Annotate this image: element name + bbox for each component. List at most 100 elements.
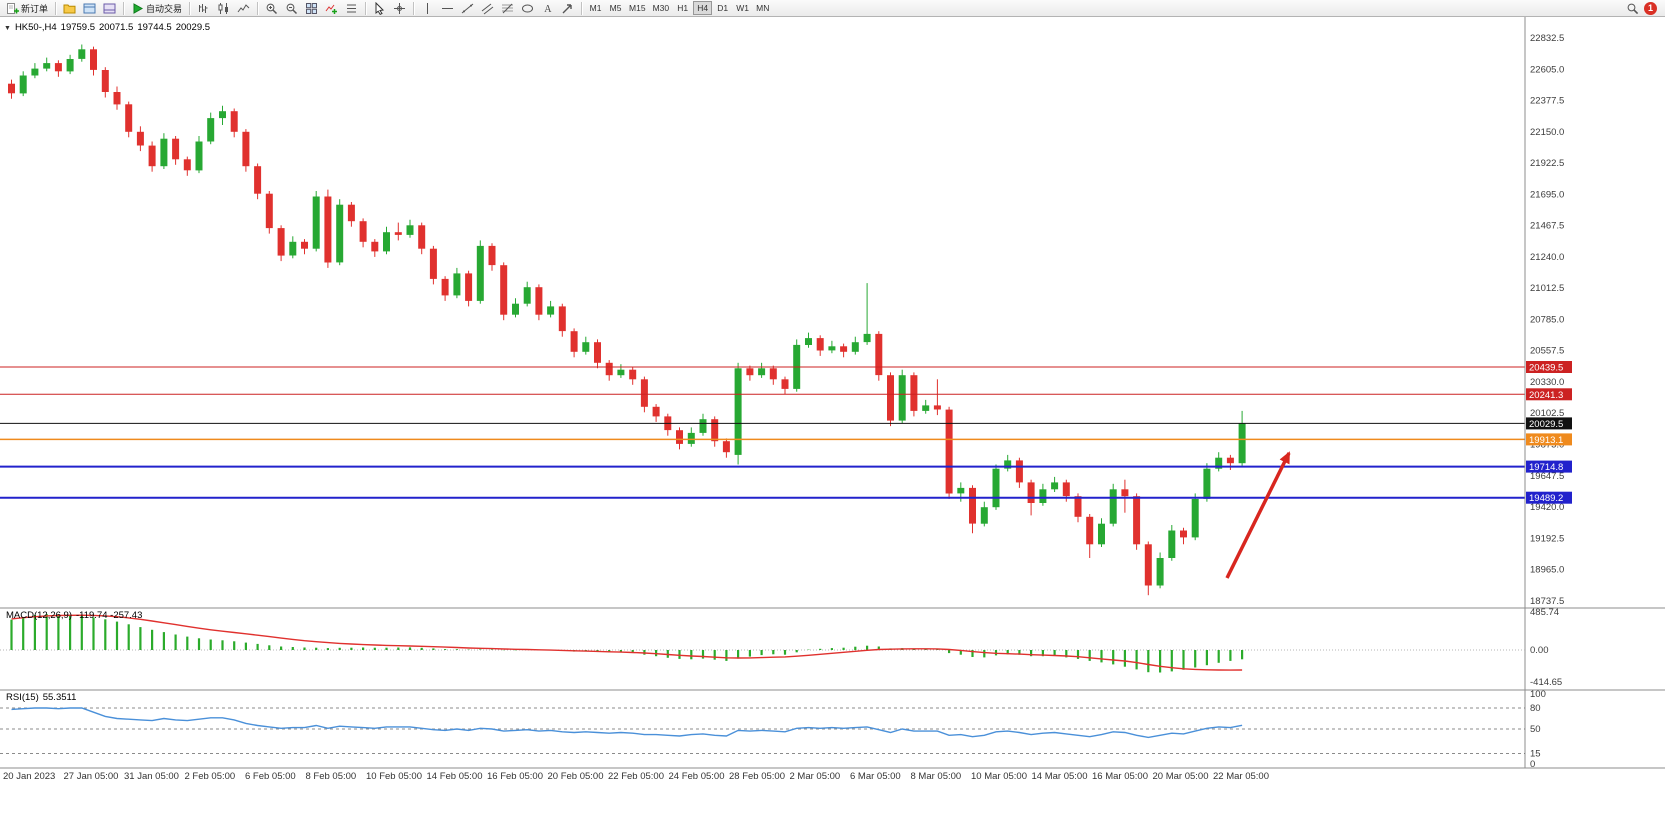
charts-folder-button[interactable]: [60, 1, 79, 16]
bar-chart-button[interactable]: [194, 1, 213, 16]
channel-button[interactable]: [478, 1, 497, 16]
rsi-panel[interactable]: 100 80 50 150: [0, 689, 1546, 770]
time-axis-label: 20 Mar 05:00: [1153, 771, 1209, 782]
timeframe-m1-button[interactable]: M1: [586, 1, 605, 15]
tile-windows-icon: [305, 2, 318, 15]
toolbar-separator: [189, 1, 191, 15]
crosshair-button[interactable]: [390, 1, 409, 16]
price-axis-label: 21012.5: [1530, 283, 1564, 294]
shapes-icon: [521, 2, 534, 15]
cursor-button[interactable]: [370, 1, 389, 16]
macd-panel[interactable]: 485.74 0.00 -414.65: [0, 607, 1562, 688]
trend-arrow[interactable]: [1225, 451, 1291, 579]
rsi-line: [11, 707, 1243, 739]
price-axis-label: 19192.5: [1530, 533, 1564, 544]
price-axis-label: 20557.5: [1530, 346, 1564, 357]
horizontal-line-icon: [441, 2, 454, 15]
new-order-button[interactable]: 新订单: [3, 1, 51, 16]
price-tag-label: 19489.2: [1529, 493, 1563, 504]
price-tag-label: 19913.1: [1529, 435, 1563, 446]
line-chart-icon: [237, 2, 250, 15]
price-axis-label: 21695.0: [1530, 189, 1564, 200]
indicator-list-button[interactable]: [342, 1, 361, 16]
price-axis[interactable]: 22832.5 22605.0 22377.5 22150.0 21922.5 21695…: [1526, 33, 1572, 607]
toolbar-groups: 新订单 自动交易 A M1 M5 M15 M30 H1 H4 D1 W1 MN: [3, 1, 772, 16]
price-axis-label: 20102.5: [1530, 408, 1564, 419]
price-tag: [1526, 460, 1572, 473]
timeframe-d1-button[interactable]: D1: [713, 1, 732, 15]
charts-folder-icon: [63, 2, 76, 15]
toolbar-separator: [365, 1, 367, 15]
time-axis-label: 6 Feb 05:00: [245, 771, 296, 782]
rsi-axis-label: 15: [1530, 749, 1541, 760]
price-axis-label: 20330.0: [1530, 377, 1564, 388]
toolbar-separator: [55, 1, 57, 15]
zoom-in-button[interactable]: [262, 1, 281, 16]
price-tag-label: 19714.8: [1529, 462, 1563, 473]
time-axis-label: 2 Feb 05:00: [185, 771, 236, 782]
timeframe-m30-button[interactable]: M30: [650, 1, 673, 15]
rsi-axis-label: 50: [1530, 724, 1541, 735]
time-axis-label: 16 Mar 05:00: [1092, 771, 1148, 782]
price-tag-label: 20439.5: [1529, 363, 1563, 374]
time-axis-label: 6 Mar 05:00: [850, 771, 901, 782]
macd-axis-label: -414.65: [1530, 677, 1562, 688]
collapse-triangle-icon[interactable]: ▼: [4, 25, 11, 32]
profiles-icon: [83, 2, 96, 15]
trendline-icon: [461, 2, 474, 15]
terminal-button[interactable]: [100, 1, 119, 16]
time-axis[interactable]: 20 Jan 2023 27 Jan 05:00 31 Jan 05:00 2 Feb…: [3, 771, 1269, 782]
timeframe-h4-button[interactable]: H4: [693, 1, 713, 15]
time-axis-label: 28 Feb 05:00: [729, 771, 785, 782]
arrows-icon: [561, 2, 574, 15]
toolbar-right: 1: [1626, 1, 1662, 15]
trendline-button[interactable]: [458, 1, 477, 16]
indicators-button[interactable]: [322, 1, 341, 16]
price-tag: [1526, 491, 1572, 504]
vertical-line-button[interactable]: [418, 1, 437, 16]
candlestick-chart-button[interactable]: [214, 1, 233, 16]
toolbar: 新订单 自动交易 A M1 M5 M15 M30 H1 H4 D1 W1 MN 1: [0, 0, 1665, 17]
timeframe-m15-button[interactable]: M15: [626, 1, 649, 15]
time-axis-label: 22 Mar 05:00: [1213, 771, 1269, 782]
time-axis-label: 31 Jan 05:00: [124, 771, 179, 782]
price-axis-label: 19647.5: [1530, 471, 1564, 482]
time-axis-label: 10 Feb 05:00: [366, 771, 422, 782]
price-axis-label: 22150.0: [1530, 127, 1564, 138]
text-button[interactable]: A: [538, 1, 557, 16]
fibonacci-button[interactable]: [498, 1, 517, 16]
price-tag-label: 20029.5: [1529, 419, 1563, 430]
profiles-button[interactable]: [80, 1, 99, 16]
shapes-button[interactable]: [518, 1, 537, 16]
price-level-lines[interactable]: [0, 366, 1525, 499]
price-axis-label: 20785.0: [1530, 314, 1564, 325]
timeframe-w1-button[interactable]: W1: [733, 1, 752, 15]
price-tag: [1526, 361, 1572, 373]
rsi-axis-label: 0: [1530, 759, 1535, 770]
tile-windows-button[interactable]: [302, 1, 321, 16]
price-axis-label: 21922.5: [1530, 158, 1564, 169]
channel-icon: [481, 2, 494, 15]
line-chart-button[interactable]: [234, 1, 253, 16]
time-axis-label: 14 Feb 05:00: [427, 771, 483, 782]
price-axis-label: 22377.5: [1530, 96, 1564, 107]
time-axis-label: 27 Jan 05:00: [64, 771, 119, 782]
text-icon: A: [541, 2, 554, 15]
zoom-out-button[interactable]: [282, 1, 301, 16]
timeframe-mn-button[interactable]: MN: [753, 1, 772, 15]
price-axis-label: 22832.5: [1530, 33, 1564, 44]
horizontal-line-button[interactable]: [438, 1, 457, 16]
price-tag: [1526, 417, 1572, 430]
search-icon[interactable]: [1626, 2, 1639, 15]
arrows-button[interactable]: [558, 1, 577, 16]
toolbar-separator: [257, 1, 259, 15]
autotrade-button[interactable]: 自动交易: [128, 1, 185, 16]
time-axis-label: 2 Mar 05:00: [790, 771, 841, 782]
timeframe-h1-button[interactable]: H1: [673, 1, 692, 15]
chart-area[interactable]: 22832.5 22605.0 22377.5 22150.0 21922.5 21695…: [0, 17, 1665, 839]
price-axis-label: 22605.0: [1530, 64, 1564, 75]
timeframe-m5-button[interactable]: M5: [606, 1, 625, 15]
notification-badge[interactable]: 1: [1644, 1, 1657, 15]
price-axis-label: 19420.0: [1530, 502, 1564, 513]
